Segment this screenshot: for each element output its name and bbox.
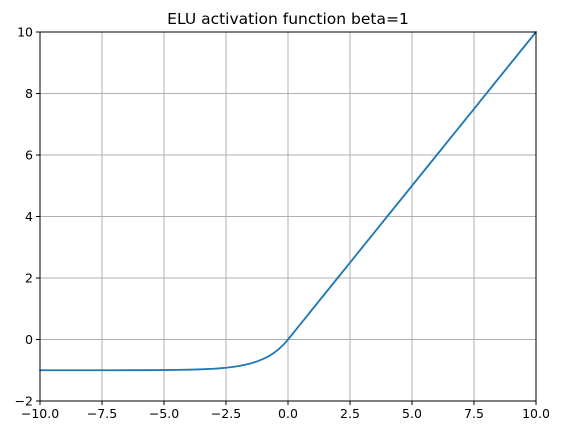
series-line bbox=[39, 31, 537, 372]
y-tick-label: 2 bbox=[25, 271, 33, 286]
x-tick-label: −10.0 bbox=[21, 406, 59, 421]
x-tick-label: 0.0 bbox=[278, 406, 298, 421]
x-tick-label: 7.5 bbox=[464, 406, 484, 421]
ticks: −10.0 −7.5 −5.0 −2.5 0.0 2.5 5.0 7.5 10.0 −2 0 2 4 6 8… bbox=[15, 25, 550, 422]
y-tick-label: 6 bbox=[25, 148, 33, 163]
x-tick-label: 2.5 bbox=[340, 406, 360, 421]
x-tick-label: −7.5 bbox=[87, 406, 117, 421]
chart-title: ELU activation function beta=1 bbox=[167, 10, 409, 28]
grid bbox=[39, 31, 537, 402]
y-tick-label: −2 bbox=[15, 394, 33, 409]
y-tick-label: 10 bbox=[17, 25, 33, 40]
y-tick-label: 0 bbox=[25, 332, 33, 347]
y-tick-label: 4 bbox=[25, 209, 33, 224]
series-layer bbox=[39, 31, 537, 372]
x-tick-label: 5.0 bbox=[402, 406, 422, 421]
y-tick-label: 8 bbox=[25, 86, 33, 101]
x-tick-label: −5.0 bbox=[149, 406, 179, 421]
x-tick-label: −2.5 bbox=[211, 406, 241, 421]
x-tick-label: 10.0 bbox=[522, 406, 550, 421]
